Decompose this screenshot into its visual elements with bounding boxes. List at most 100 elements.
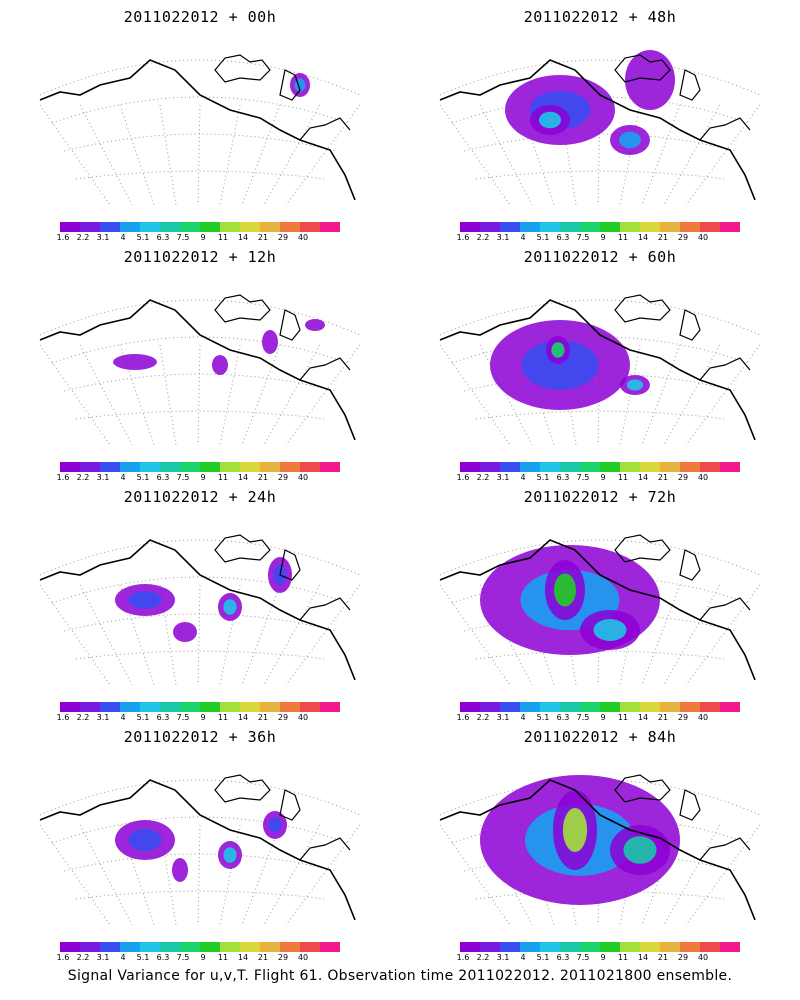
- colorbar-tick-label: 3.1: [496, 473, 510, 482]
- longitude-line: [641, 104, 681, 206]
- colorbar: [460, 462, 740, 472]
- longitude-line: [241, 344, 281, 446]
- colorbar-swatch: [60, 702, 80, 712]
- colorbar-tick-label: 5.1: [136, 713, 150, 722]
- colorbar-swatch: [220, 222, 240, 232]
- variance-core: [521, 340, 599, 390]
- variance-core: [223, 847, 237, 863]
- colorbar-tick-label: 2.2: [76, 713, 90, 722]
- latitude-line: [63, 373, 337, 392]
- colorbar-swatch: [580, 462, 600, 472]
- longitude-line: [663, 104, 721, 206]
- colorbar-swatch: [660, 222, 680, 232]
- colorbar-swatch: [480, 222, 500, 232]
- longitude-line: [197, 104, 201, 206]
- panel-title: 2011022012 + 84h: [523, 728, 677, 746]
- variance-region: [212, 355, 228, 375]
- colorbar-swatch: [640, 462, 660, 472]
- hudson-bay-coast: [299, 837, 351, 861]
- latitude-line: [51, 816, 349, 844]
- colorbar-swatch: [640, 942, 660, 952]
- latitude-line: [39, 299, 361, 336]
- colorbar-swatch: [720, 702, 740, 712]
- panel-title: 2011022012 + 00h: [123, 8, 277, 26]
- colorbar-tick-label: 9: [600, 713, 606, 722]
- colorbar-tick-label: 7.5: [576, 473, 590, 482]
- colorbar-tick-label: 3.1: [96, 233, 110, 242]
- colorbar-tick-label: 11: [617, 713, 629, 722]
- colorbar-swatch: [660, 942, 680, 952]
- colorbar-tick-label: 29: [677, 713, 689, 722]
- variance-region: [172, 858, 188, 882]
- variance-core: [626, 379, 644, 391]
- forecast-map: [39, 534, 361, 686]
- colorbar-swatch: [700, 462, 720, 472]
- colorbar-tick-label: 2.2: [476, 473, 490, 482]
- colorbar-tick-label: 14: [237, 473, 249, 482]
- colorbar-tick-label: 1.6: [456, 713, 470, 722]
- panel-60h: 2011022012 + 60h 1.6 2.2 3.1 4 5.1 6.3 7.5 9 11 1…: [400, 240, 800, 482]
- colorbar-swatch: [280, 702, 300, 712]
- colorbar-tick-label: 7.5: [176, 713, 190, 722]
- colorbar-swatch: [140, 222, 160, 232]
- colorbar-swatch: [180, 702, 200, 712]
- forecast-map: [439, 50, 761, 206]
- colorbar-swatch: [240, 222, 260, 232]
- colorbar-swatch: [300, 942, 320, 952]
- colorbar-swatch: [60, 942, 80, 952]
- colorbar-tick-label: 6.3: [156, 713, 170, 722]
- longitude-line: [241, 584, 281, 686]
- colorbar-swatch: [500, 702, 520, 712]
- colorbar-tick-label: 6.3: [556, 953, 570, 962]
- variance-core: [551, 342, 565, 358]
- colorbar-tick-label: 2.2: [76, 953, 90, 962]
- colorbar-tick-label: 9: [200, 713, 206, 722]
- arctic-islands: [614, 294, 671, 323]
- colorbar-tick-label: 5.1: [536, 713, 550, 722]
- colorbar-swatch: [600, 462, 620, 472]
- colorbar-tick-label: 5.1: [136, 473, 150, 482]
- longitude-line: [439, 104, 511, 206]
- colorbar-tick-label: 40: [697, 473, 709, 482]
- colorbar-tick-label: 3.1: [96, 953, 110, 962]
- colorbar-swatch: [240, 462, 260, 472]
- latitude-line: [75, 650, 325, 660]
- colorbar-tick-label: 21: [257, 953, 269, 962]
- colorbar-swatch: [180, 942, 200, 952]
- figure-caption: Signal Variance for u,v,T. Flight 61. Ob…: [67, 968, 733, 984]
- longitude-line: [79, 104, 133, 206]
- longitude-line: [119, 584, 155, 686]
- colorbar-tick-label: 11: [217, 713, 229, 722]
- colorbar-swatch: [540, 702, 560, 712]
- forecast-map: [39, 294, 361, 446]
- longitude-line: [641, 344, 681, 446]
- latitude-line: [475, 170, 725, 180]
- variance-core: [623, 836, 657, 864]
- colorbar-swatch: [100, 462, 120, 472]
- longitude-line: [219, 824, 241, 926]
- longitude-line: [439, 824, 511, 926]
- colorbar-tick-label: 2.2: [76, 233, 90, 242]
- colorbar-swatch: [620, 942, 640, 952]
- longitude-line: [79, 584, 133, 686]
- hudson-bay-coast: [699, 357, 751, 381]
- colorbar: [460, 222, 740, 232]
- longitude-line: [619, 344, 641, 446]
- arctic-islands: [214, 294, 271, 323]
- longitude-line: [39, 584, 111, 686]
- colorbar-tick-label: 4: [520, 953, 526, 962]
- colorbar-tick-label: 40: [297, 953, 309, 962]
- colorbar-swatch: [600, 942, 620, 952]
- colorbar-swatch: [220, 702, 240, 712]
- colorbar-swatch: [320, 462, 340, 472]
- longitude-line: [39, 104, 111, 206]
- colorbar-tick-label: 4: [520, 233, 526, 242]
- variance-region: [113, 354, 157, 370]
- longitude-line: [197, 824, 201, 926]
- longitude-line: [119, 344, 155, 446]
- latitude-line: [451, 96, 749, 124]
- colorbar-swatch: [120, 942, 140, 952]
- latitude-line: [463, 133, 737, 152]
- colorbar-swatch: [160, 942, 180, 952]
- colorbar-swatch: [720, 942, 740, 952]
